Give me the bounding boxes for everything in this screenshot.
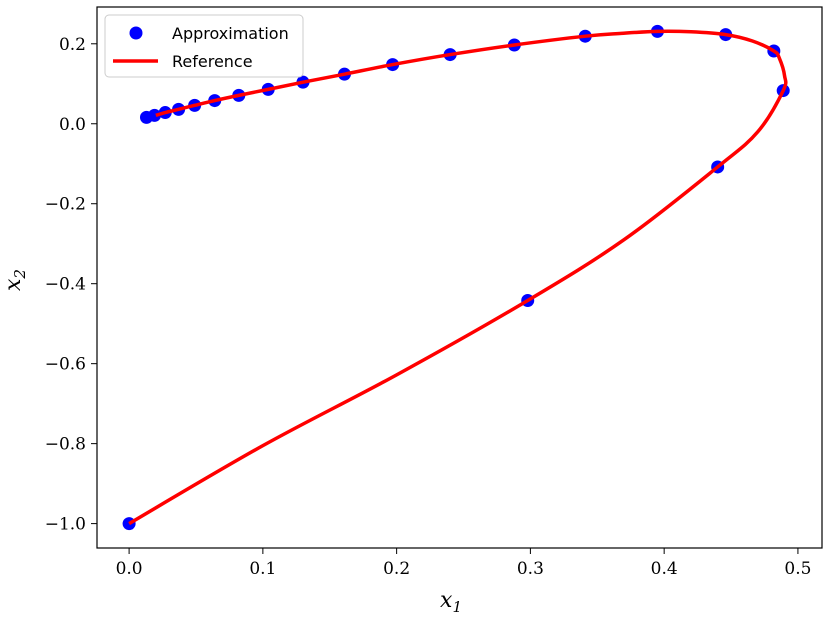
x-axis-label: x1 <box>440 588 462 616</box>
x-axis-label-main: x <box>440 588 453 613</box>
plot-marks <box>122 24 790 531</box>
x-tick-label: 0.4 <box>651 559 678 579</box>
y-tick-label: −0.6 <box>45 355 86 375</box>
x-tick-label: 0.1 <box>249 559 276 579</box>
reference-line <box>128 29 788 526</box>
y-axis-label-subscript: 2 <box>11 269 29 280</box>
axis-ticks: 0.0 0.1 0.2 0.3 0.4 0.5 0.2 0.0 −0.2 −0.4 −0.6 −0.8… <box>45 35 812 579</box>
x-tick-label: 0.5 <box>784 559 811 579</box>
y-tick-label: 0.0 <box>59 115 86 135</box>
y-tick-label: 0.2 <box>59 35 86 55</box>
x-tick-label: 0.3 <box>517 559 544 579</box>
x-tick-label: 0.2 <box>383 559 410 579</box>
y-axis-label-main: x <box>1 278 26 291</box>
approximation-point <box>139 110 153 124</box>
y-tick-label: −0.2 <box>45 195 86 215</box>
legend-approximation-marker <box>129 26 143 40</box>
y-tick-label: −0.8 <box>45 435 86 455</box>
y-axis-label: x2 <box>1 269 29 291</box>
legend-reference-label: Reference <box>172 52 253 71</box>
legend: Approximation Reference <box>104 14 304 78</box>
y-tick-label: −1.0 <box>45 515 86 535</box>
x-axis-label-subscript: 1 <box>452 598 462 616</box>
legend-approximation-label: Approximation <box>172 24 289 43</box>
x-tick-label: 0.0 <box>116 559 143 579</box>
y-tick-label: −0.4 <box>45 275 86 295</box>
plot-frame <box>96 6 823 549</box>
